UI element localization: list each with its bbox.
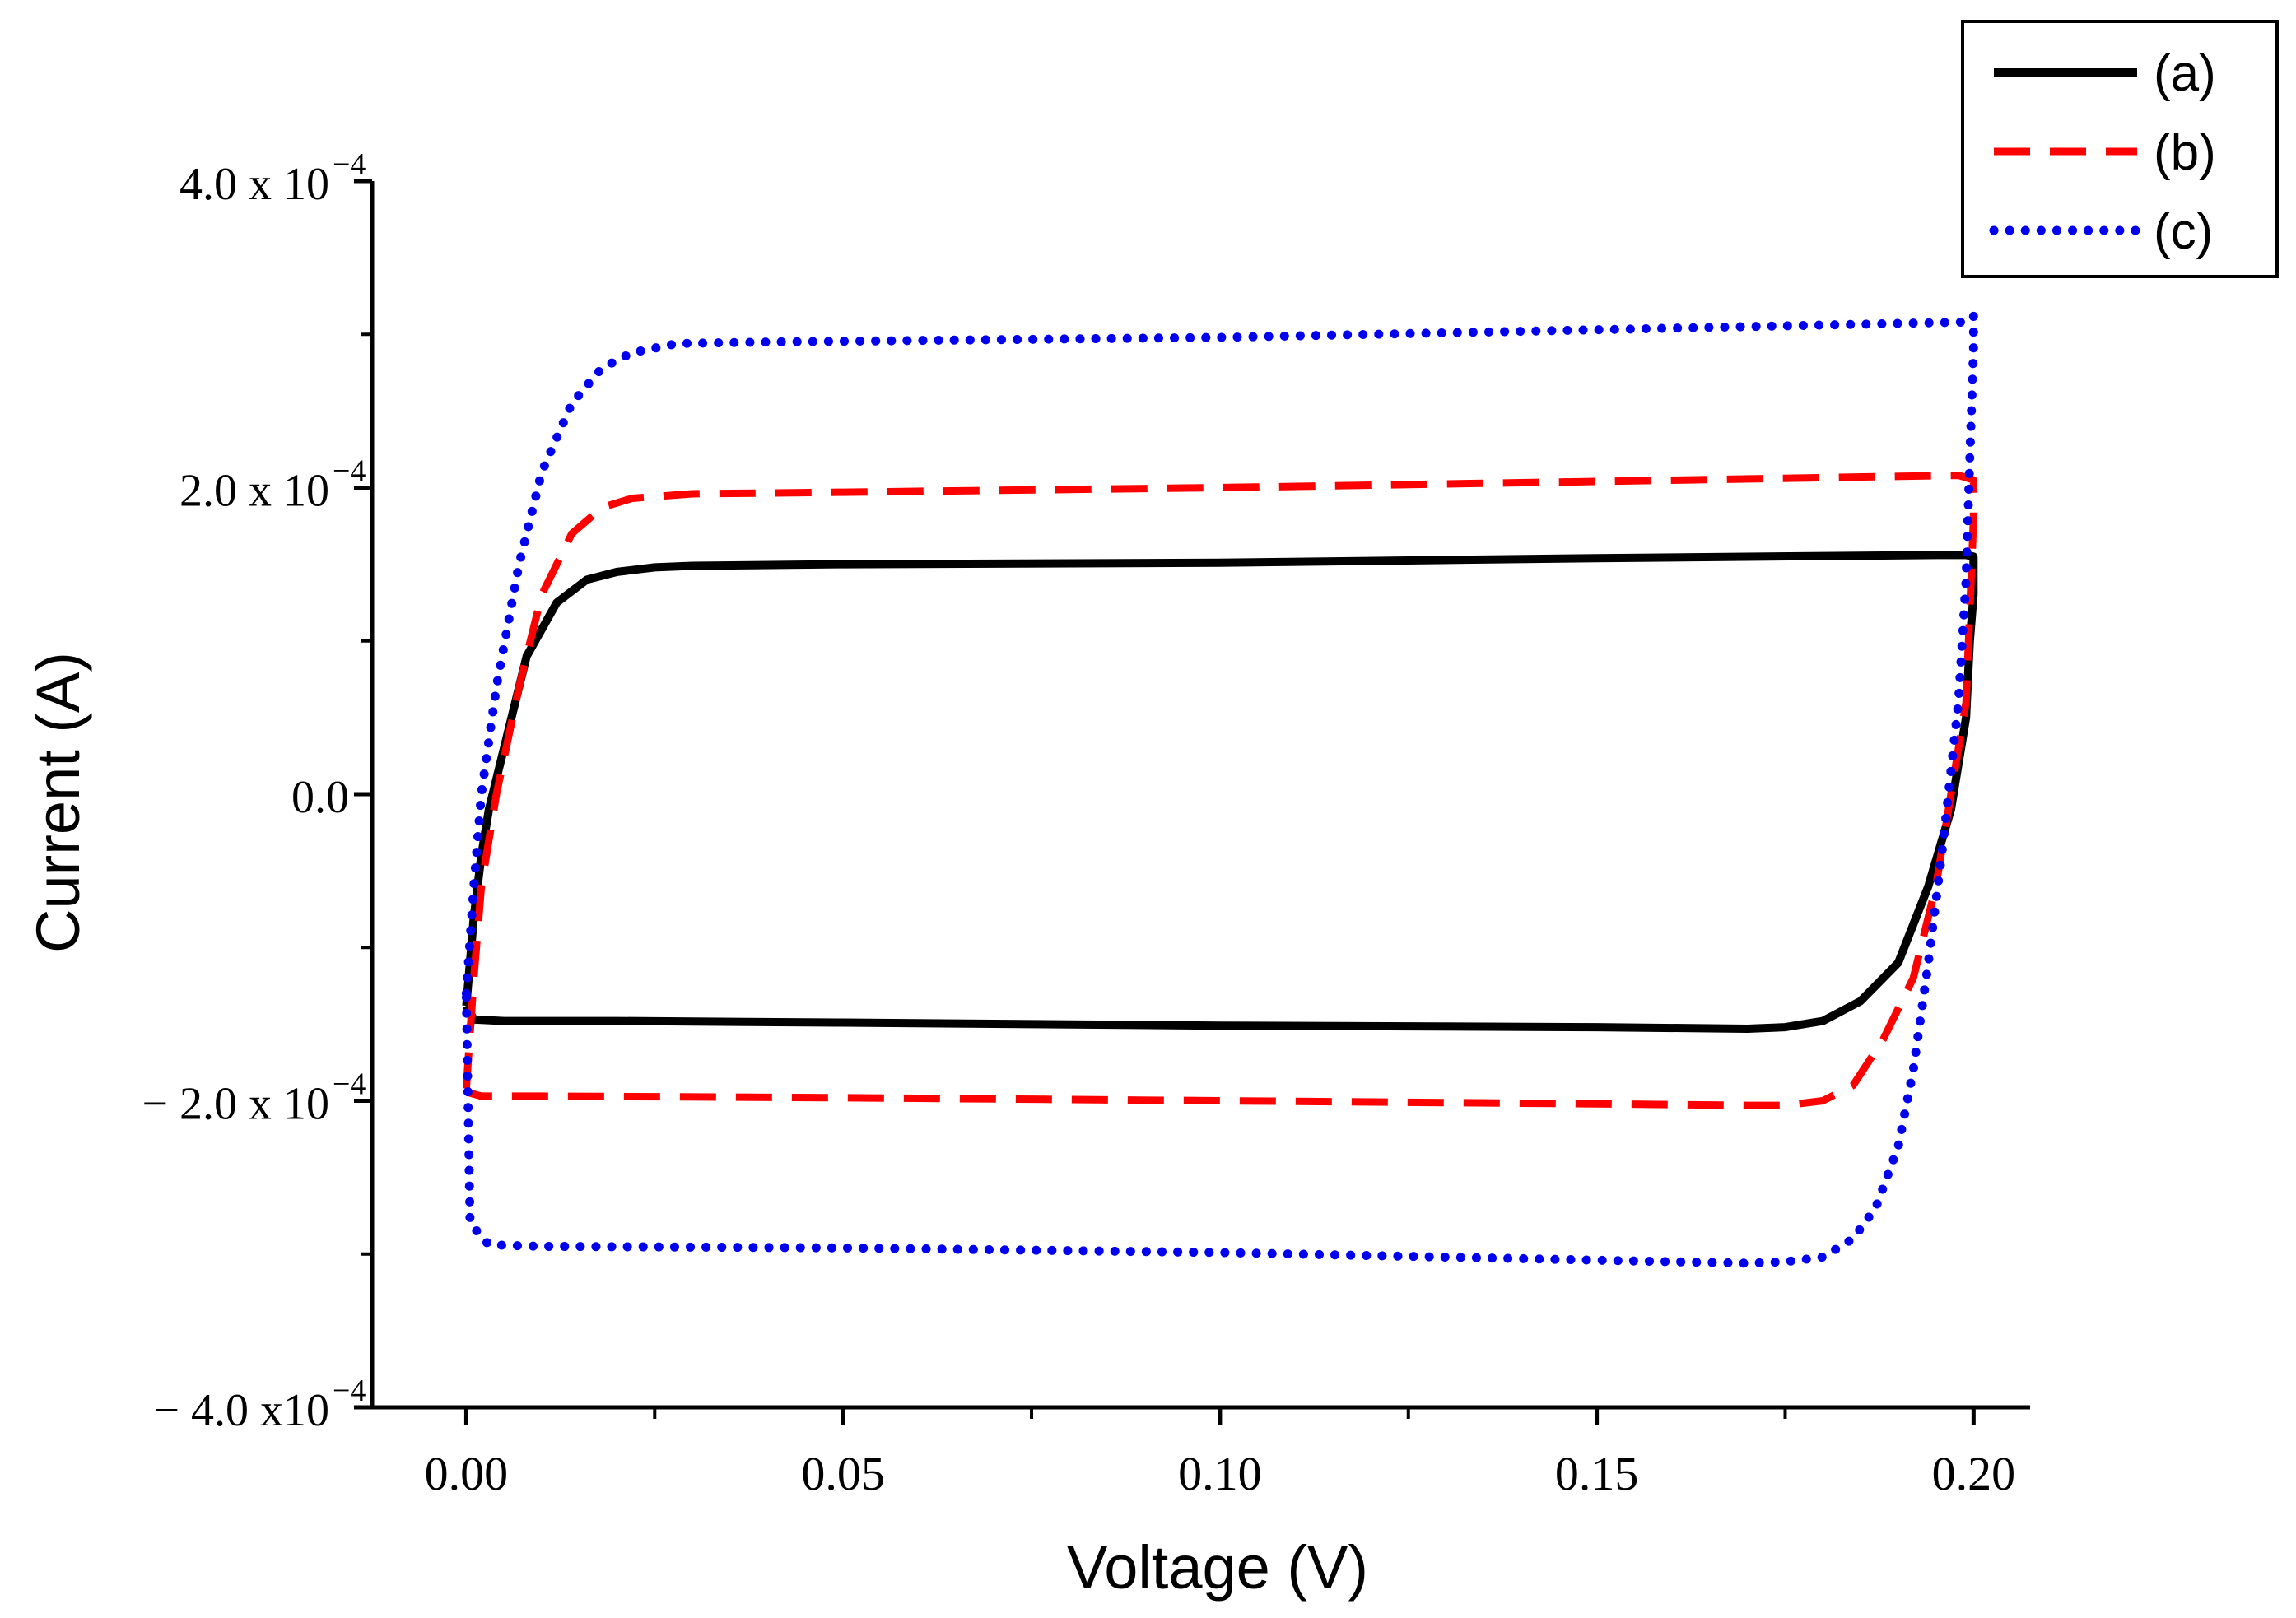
x-tick-label: 0.00 [425, 1447, 509, 1500]
x-tick-label: 0.15 [1555, 1447, 1639, 1500]
series-a-line [462, 551, 1978, 1033]
legend: (a) (b) (c) [1961, 20, 2279, 278]
y-tick-label: 2.0 x 10 [179, 466, 329, 517]
axes-layer: 0.00 0.05 0.10 0.15 0.204.0 x 10 −42.0 x 10 −4… [142, 147, 2030, 1500]
x-tick-label: 0.20 [1932, 1447, 2016, 1500]
y-tick-exponent: −4 [333, 147, 366, 182]
series-layer [461, 311, 1978, 1268]
legend-label: (b) [2154, 124, 2216, 181]
y-tick-exponent: −4 [333, 1374, 366, 1408]
y-tick-exponent: −4 [333, 1067, 366, 1102]
x-tick-label: 0.10 [1178, 1447, 1262, 1500]
x-axis-title: Voltage (V) [1067, 1533, 1368, 1602]
y-tick-label: 0.0 [291, 772, 349, 823]
y-tick-label: − 4.0 x10 [153, 1385, 329, 1436]
y-tick-exponent: −4 [333, 454, 366, 489]
series-c-line [461, 311, 1978, 1268]
y-axis-title: Current (A) [24, 652, 92, 953]
x-tick-label: 0.05 [801, 1447, 885, 1500]
y-tick-label: − 2.0 x 10 [142, 1079, 329, 1130]
legend-label: (c) [2154, 203, 2213, 260]
y-tick-label: 4.0 x 10 [179, 159, 329, 210]
legend-label: (a) [2154, 45, 2216, 102]
series-b-line [462, 472, 1977, 1109]
